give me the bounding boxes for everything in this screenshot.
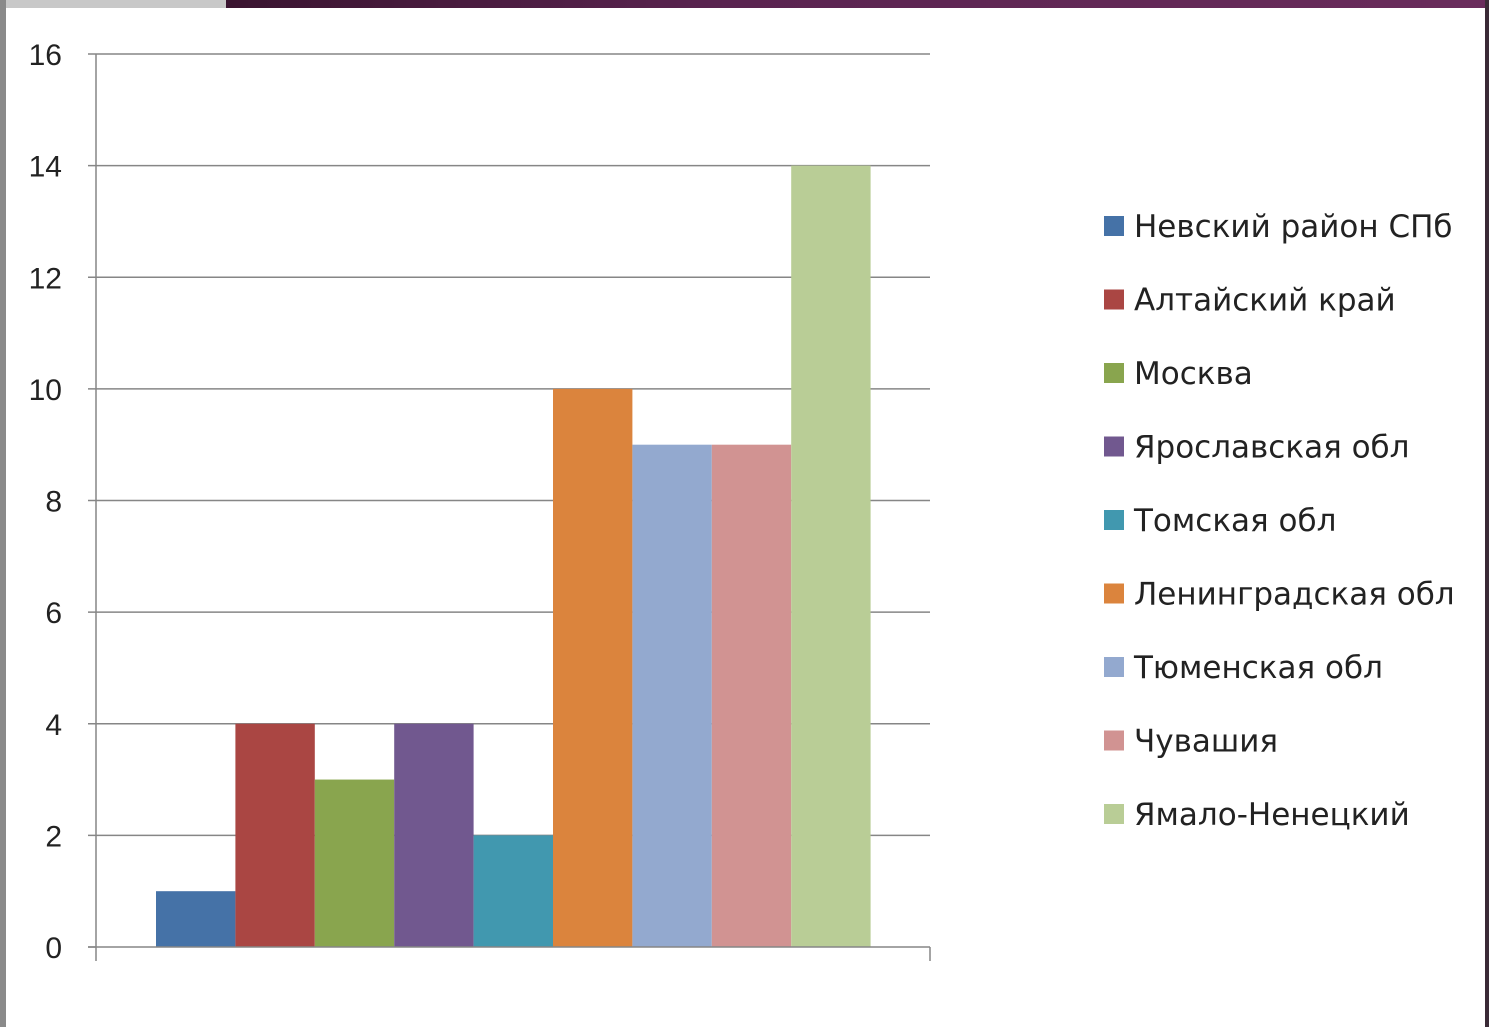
legend-label: Москва — [1134, 356, 1253, 392]
legend-label: Алтайский край — [1134, 283, 1396, 319]
legend-item: Томская обл — [1104, 503, 1336, 539]
bar — [235, 724, 314, 947]
legend-item: Тюменская обл — [1104, 650, 1383, 686]
y-tick-label: 0 — [45, 932, 62, 965]
legend-label: Тюменская обл — [1133, 650, 1383, 686]
legend-swatch — [1104, 584, 1124, 604]
legend-label: Ленинградская обл — [1134, 577, 1455, 613]
legend-item: Невский район СПб — [1104, 209, 1453, 245]
bar — [394, 724, 473, 947]
bar — [712, 445, 791, 947]
y-tick-label: 8 — [45, 486, 62, 519]
legend-swatch — [1104, 804, 1124, 824]
legend-label: Невский район СПб — [1134, 209, 1453, 245]
bar — [315, 780, 394, 947]
bar — [632, 445, 711, 947]
legend-item: Ямало-Ненецкий — [1104, 797, 1410, 833]
bar — [474, 835, 553, 947]
legend-item: Ярославская обл — [1104, 430, 1409, 466]
y-tick-label: 4 — [45, 709, 62, 742]
legend-swatch — [1104, 510, 1124, 530]
legend-swatch — [1104, 290, 1124, 310]
y-tick-label: 12 — [29, 262, 62, 295]
bar — [553, 389, 632, 947]
y-tick-label: 16 — [29, 39, 62, 72]
legend-label: Ярославская обл — [1134, 430, 1409, 466]
bar — [791, 166, 870, 947]
legend-swatch — [1104, 363, 1124, 383]
y-tick-label: 2 — [45, 820, 62, 853]
legend-swatch — [1104, 731, 1124, 751]
y-tick-label: 6 — [45, 597, 62, 630]
legend-swatch — [1104, 657, 1124, 677]
legend-item: Алтайский край — [1104, 283, 1396, 319]
legend: Невский район СПб Алтайский край Москва Яро… — [1104, 209, 1455, 833]
bar — [156, 891, 235, 947]
legend-label: Ямало-Ненецкий — [1134, 797, 1410, 833]
y-tick-label: 10 — [29, 374, 62, 407]
y-tick-label: 14 — [29, 151, 62, 184]
legend-label: Чувашия — [1134, 724, 1278, 760]
legend-item: Ленинградская обл — [1104, 577, 1455, 613]
legend-swatch — [1104, 437, 1124, 457]
legend-swatch — [1104, 216, 1124, 236]
bars — [156, 166, 871, 947]
y-tick-labels: 0 2 4 6 8 10 12 14 16 — [29, 39, 62, 965]
legend-label: Томская обл — [1133, 503, 1336, 539]
legend-item: Чувашия — [1104, 724, 1278, 760]
legend-item: Москва — [1104, 356, 1253, 392]
